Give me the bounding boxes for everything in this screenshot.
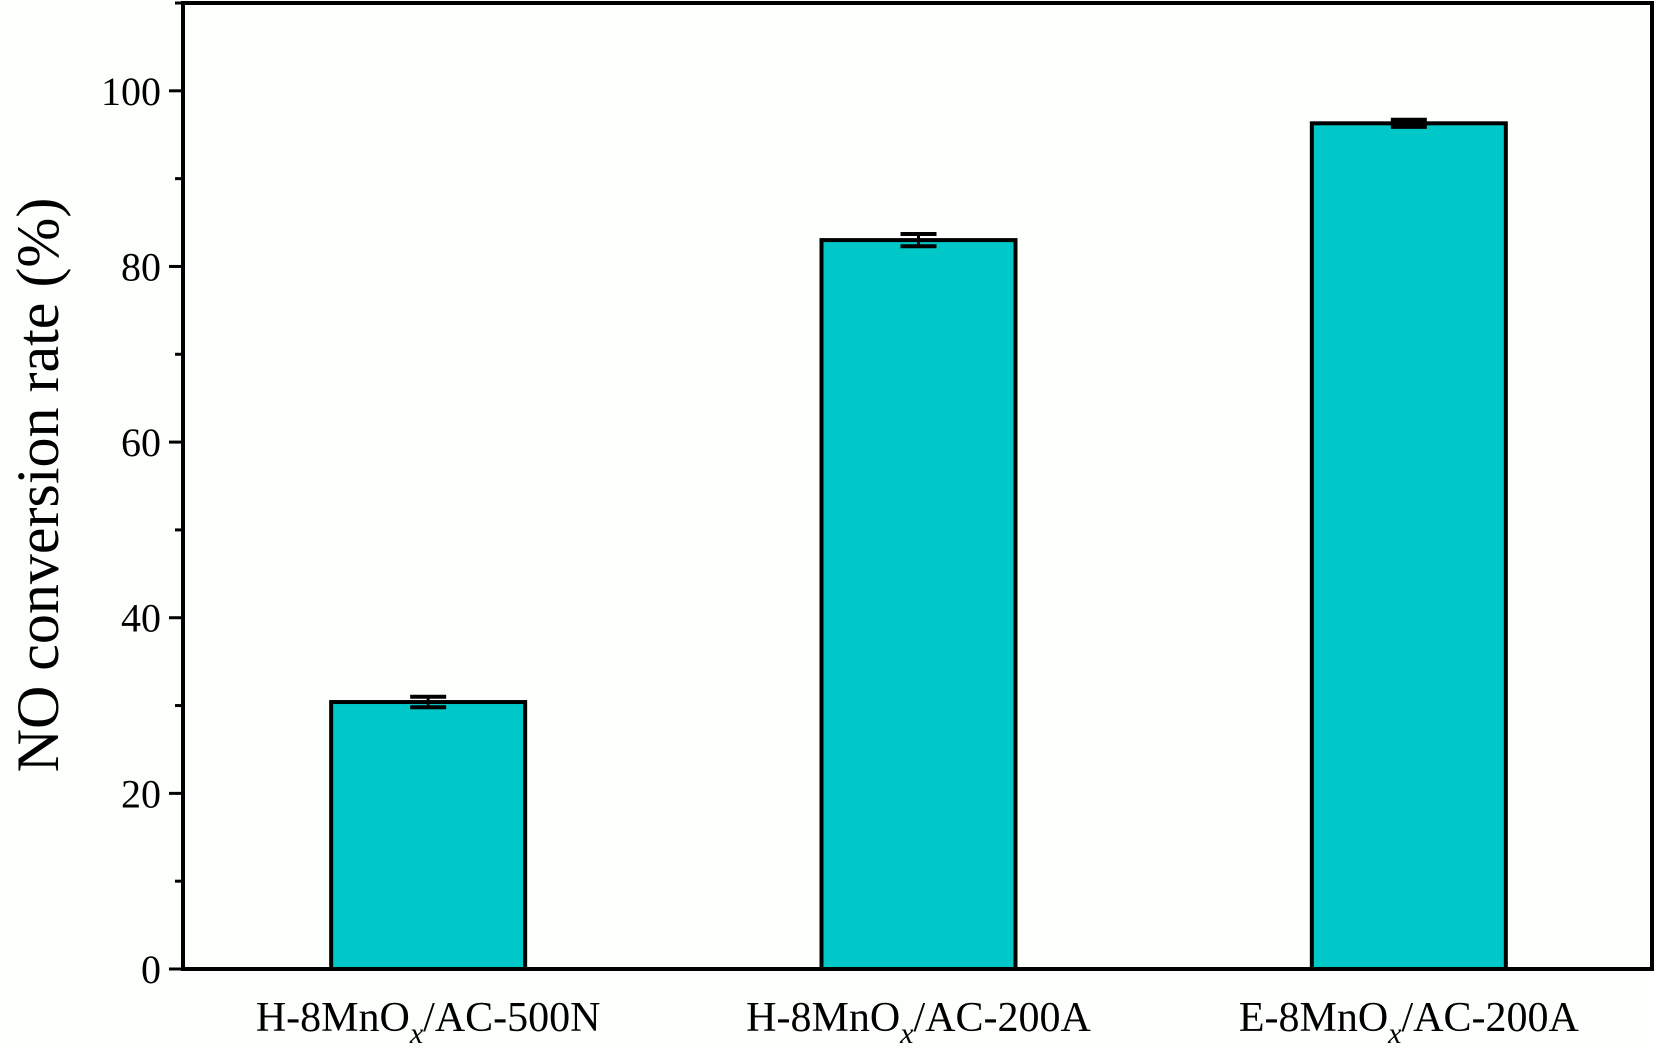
error-bars-group: [410, 117, 1427, 710]
y-ticks-group: 0 20 40 60 80 100: [101, 1, 183, 992]
y-tick-label: 100: [101, 69, 161, 114]
y-axis-title: NO conversion rate (%): [5, 198, 71, 773]
y-tick-label: 40: [121, 596, 161, 641]
bar: [819, 238, 1018, 972]
plot-frame: [181, 1, 1654, 971]
x-labels-group: H-8MnOx/AC-500N H-8MnOx/AC-200A E-8MnOx/AC…: [256, 995, 1580, 1049]
x-tick-label: H-8MnOx/AC-200A: [746, 995, 1091, 1049]
y-tick-label: 0: [141, 947, 161, 992]
bar: [1309, 121, 1508, 971]
x-tick-label: H-8MnOx/AC-500N: [256, 995, 601, 1049]
y-tick-label: 20: [121, 771, 161, 816]
x-tick-label: E-8MnOx/AC-200A: [1239, 995, 1580, 1049]
y-tick-label: 60: [121, 420, 161, 465]
axes-group: [181, 1, 1654, 971]
bars-group: [329, 121, 1508, 972]
y-tick-label: 80: [121, 244, 161, 289]
bar: [329, 700, 528, 971]
